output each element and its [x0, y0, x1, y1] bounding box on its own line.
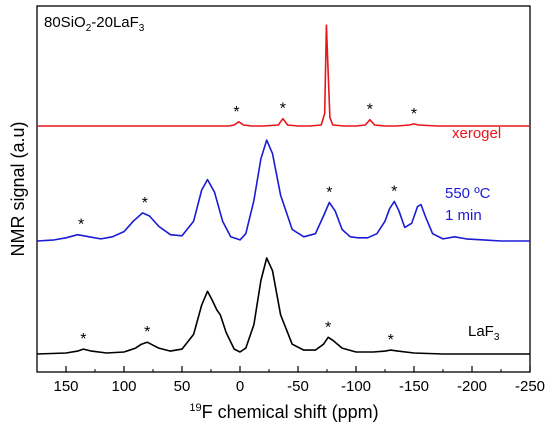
sideband-asterisk: * — [411, 106, 417, 123]
sideband-asterisk: * — [80, 331, 86, 348]
x-axis-title: 19F chemical shift (ppm) — [189, 402, 378, 422]
sideband-asterisk: * — [367, 102, 373, 119]
x-tick-label: -50 — [287, 378, 309, 395]
plot-frame — [36, 5, 531, 373]
x-tick-label: -200 — [457, 378, 487, 395]
sideband-asterisk: * — [325, 319, 331, 336]
sideband-asterisk: * — [78, 217, 84, 234]
sideband-asterisk: * — [388, 332, 394, 349]
sideband-asterisk: * — [142, 195, 148, 212]
series-label-xerogel: xerogel — [452, 125, 501, 142]
sideband-asterisk: * — [326, 184, 332, 201]
x-tick-label: 100 — [111, 378, 136, 395]
sideband-asterisk: * — [144, 324, 150, 341]
series-line-xerogel — [37, 24, 530, 127]
series-label-550c-line1: 550 ºC — [445, 185, 491, 202]
x-tick-label: 150 — [53, 378, 78, 395]
series-label-laf3: LaF3 — [468, 323, 500, 343]
x-tick-label: -100 — [341, 378, 371, 395]
series-label-550c-line2: 1 min — [445, 207, 482, 224]
y-axis-title: NMR signal (a.u) — [8, 121, 28, 256]
series-line-550-c-1-min — [36, 139, 530, 242]
sideband-asterisk: * — [391, 183, 397, 200]
x-tick-label: -150 — [399, 378, 429, 395]
x-axis-tick-labels: 150 100 50 0 -50 -100 -150 -200 -250 — [53, 378, 545, 395]
sideband-asterisk: * — [280, 101, 286, 118]
chart-title: 80SiO2-20LaF3 — [44, 14, 145, 34]
x-tick-label: 0 — [236, 378, 244, 395]
x-tick-label: 50 — [174, 378, 191, 395]
series-line-laf3 — [36, 257, 530, 355]
spinning-sideband-markers: * * * * * * * * * * * * — [78, 101, 417, 349]
x-axis-ticks — [36, 366, 531, 372]
spectra — [36, 24, 530, 355]
x-tick-label: -250 — [515, 378, 545, 395]
sideband-asterisk: * — [233, 104, 239, 121]
